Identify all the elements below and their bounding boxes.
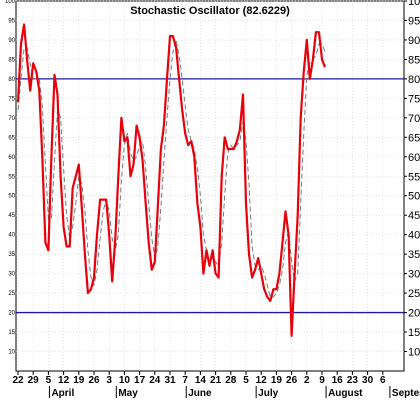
x-tick-label: 24 bbox=[149, 375, 161, 386]
y-tick-label-right: 95 bbox=[408, 15, 420, 27]
y-tick-label-left: 20 bbox=[8, 311, 15, 317]
y-tick-label-right: 70 bbox=[408, 113, 420, 125]
y-tick-label-right: 100 bbox=[408, 0, 420, 8]
month-label: August bbox=[328, 388, 363, 399]
y-tick-label-right: 35 bbox=[408, 249, 420, 261]
y-tick-label-right: 50 bbox=[408, 191, 420, 203]
reference-lines bbox=[16, 78, 404, 314]
x-tick-label: 5 bbox=[243, 375, 249, 386]
y-tick-label-left: 65 bbox=[8, 135, 15, 141]
y-tick-label-right: 15 bbox=[408, 327, 420, 339]
x-tick-label: 9 bbox=[319, 375, 325, 386]
y-tick-label-left: 30 bbox=[8, 272, 15, 278]
y-tick-label-left: 85 bbox=[8, 57, 15, 63]
y-tick-label-right: 75 bbox=[408, 93, 420, 105]
y-tick-label-left: 25 bbox=[8, 291, 15, 297]
y-tick-label-left: 95 bbox=[8, 18, 15, 24]
y-tick-label-right: 65 bbox=[408, 132, 420, 144]
y-tick-label-right: 60 bbox=[408, 152, 420, 164]
y-tick-label-right: 80 bbox=[408, 74, 420, 86]
y-tick-label-left: 90 bbox=[8, 38, 15, 44]
y-tick-label-left: 100 bbox=[5, 0, 16, 5]
x-tick-label: 12 bbox=[256, 375, 268, 386]
y-tick-label-left: 35 bbox=[8, 252, 15, 258]
x-tick-label: 26 bbox=[88, 375, 100, 386]
series-line-dashed bbox=[17, 39, 326, 298]
x-tick-label: 26 bbox=[286, 375, 298, 386]
x-tick-label: 2 bbox=[304, 375, 310, 386]
series-line-solid bbox=[16, 23, 327, 337]
x-tick-label: 14 bbox=[195, 375, 207, 386]
y-tick-label-right: 10 bbox=[408, 347, 420, 359]
y-tick-label-left: 80 bbox=[8, 77, 15, 83]
y-tick-label-right: 30 bbox=[408, 269, 420, 281]
y-tick-label-left: 45 bbox=[8, 213, 15, 219]
x-tick-label: 21 bbox=[210, 375, 222, 386]
x-tick-label: 3 bbox=[106, 375, 112, 386]
y-tick-label-right: 40 bbox=[408, 230, 420, 242]
y-tick-label-left: 70 bbox=[8, 116, 15, 122]
y-tick-label-right: 55 bbox=[408, 171, 420, 183]
y-tick-label-left: 60 bbox=[8, 155, 15, 161]
month-label: May bbox=[118, 388, 138, 399]
x-tick-label: 29 bbox=[28, 375, 40, 386]
x-tick-label: 5 bbox=[46, 375, 52, 386]
y-tick-label-left: 40 bbox=[8, 233, 15, 239]
y-axis-right: 10 15 20 25 30 35 40 45 50 55 60 65 70 75 80 85 90 95 100 bbox=[404, 0, 420, 359]
x-tick-label: 30 bbox=[362, 375, 374, 386]
y-tick-label-right: 20 bbox=[408, 308, 420, 320]
y-tick-label-right: 90 bbox=[408, 35, 420, 47]
y-tick-label-left: 15 bbox=[8, 330, 15, 336]
y-tick-label-right: 25 bbox=[408, 288, 420, 300]
month-label: Septer bbox=[392, 388, 420, 399]
x-tick-label: 17 bbox=[134, 375, 146, 386]
x-tick-label: 16 bbox=[332, 375, 344, 386]
y-tick-label-left: 55 bbox=[8, 174, 15, 180]
series-layer bbox=[16, 23, 327, 337]
x-tick-label: 10 bbox=[119, 375, 131, 386]
x-axis: 22 29 5 12 19 26 3 10 17 24 31 7 14 21 28 5 12 19 26 2 9 16 23… bbox=[12, 371, 420, 399]
y-tick-label-left: 75 bbox=[8, 96, 15, 102]
x-tick-label: 23 bbox=[347, 375, 359, 386]
y-axis-left: 10 15 20 25 30 35 40 45 50 55 60 65 70 75 80 85 90 95 100 bbox=[5, 0, 16, 356]
x-tick-label: 19 bbox=[271, 375, 283, 386]
x-tick-label: 22 bbox=[12, 375, 24, 386]
chart-title: Stochastic Oscillator (82.6229) bbox=[130, 5, 290, 17]
y-tick-label-left: 50 bbox=[8, 194, 15, 200]
month-label: June bbox=[188, 388, 212, 399]
month-label: July bbox=[258, 388, 278, 399]
x-tick-label: 31 bbox=[164, 375, 176, 386]
x-tick-label: 6 bbox=[380, 375, 386, 386]
month-label: April bbox=[51, 388, 74, 399]
y-tick-label-left: 10 bbox=[8, 350, 15, 356]
x-tick-label: 19 bbox=[73, 375, 85, 386]
x-tick-label: 7 bbox=[182, 375, 188, 386]
y-tick-label-right: 45 bbox=[408, 210, 420, 222]
y-tick-label-right: 85 bbox=[408, 54, 420, 66]
x-tick-label: 12 bbox=[58, 375, 70, 386]
x-tick-label: 28 bbox=[225, 375, 237, 386]
